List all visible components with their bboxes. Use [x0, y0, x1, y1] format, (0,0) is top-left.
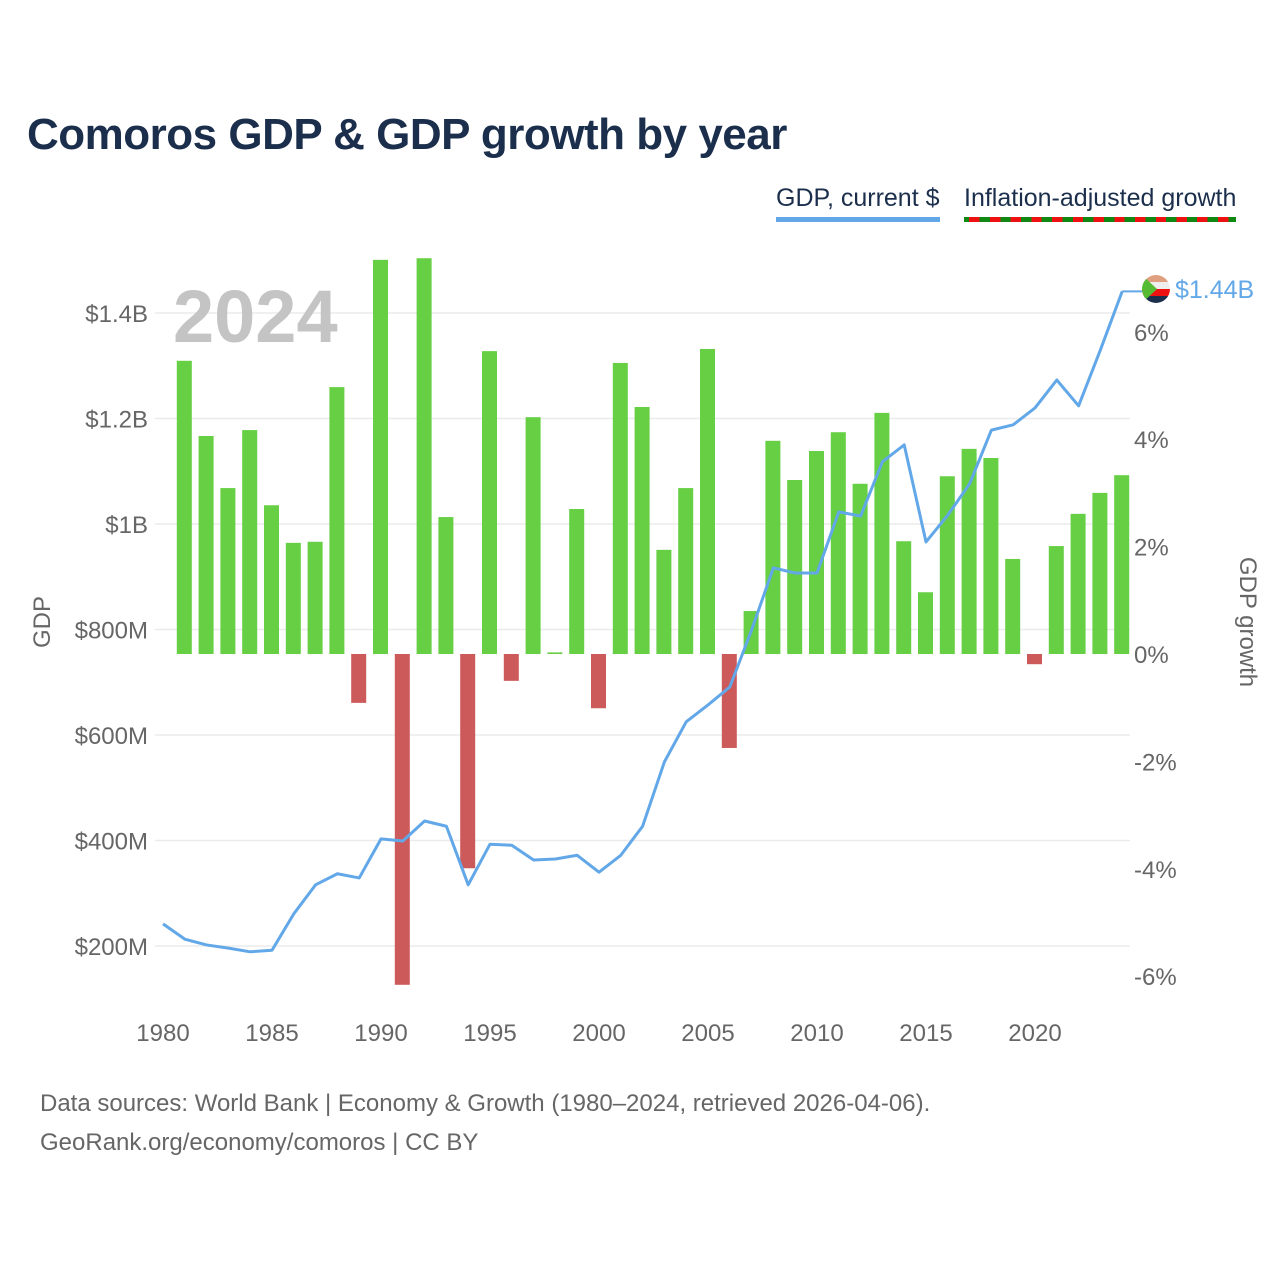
- x-tick-label: 2010: [790, 1020, 843, 1047]
- y-right-tick-label: -2%: [1134, 749, 1177, 776]
- gdp-line: [162, 290, 1124, 954]
- growth-bar: [1114, 475, 1130, 654]
- growth-bar: [896, 541, 912, 654]
- end-value-label: $1.44B: [1175, 276, 1254, 304]
- growth-bar: [198, 435, 214, 654]
- growth-bar: [678, 488, 694, 654]
- growth-bar: [1005, 558, 1021, 654]
- growth-bar: [787, 480, 803, 654]
- y-right-tick-label: 2%: [1134, 535, 1169, 562]
- growth-bar: [307, 541, 323, 654]
- y-left-tick-label: $1.4B: [85, 301, 148, 328]
- y-left-tick-label: $1.2B: [85, 407, 148, 434]
- y-left-tick-label: $600M: [75, 723, 148, 750]
- comoros-flag-icon: [1142, 275, 1170, 303]
- growth-bar: [591, 654, 606, 709]
- growth-bar: [656, 549, 672, 654]
- growth-bar: [765, 440, 781, 654]
- growth-bar: [503, 654, 519, 681]
- x-tick-label: 1990: [354, 1020, 407, 1047]
- legend-growth[interactable]: Inflation-adjusted growth: [964, 184, 1237, 222]
- growth-bar: [285, 542, 301, 654]
- growth-bar: [939, 476, 955, 654]
- y-right-tick-label: 0%: [1134, 642, 1169, 669]
- growth-bar: [460, 654, 476, 869]
- footer-link[interactable]: GeoRank.org/economy/comoros | CC BY: [40, 1129, 479, 1156]
- growth-bar: [874, 412, 890, 654]
- y-right-axis-label: GDP growth: [1234, 557, 1261, 687]
- y-left-tick-label: $800M: [75, 618, 148, 645]
- growth-bar: [438, 517, 454, 654]
- growth-bar: [547, 652, 563, 654]
- growth-bar: [1092, 492, 1108, 654]
- y-right-tick-label: -6%: [1134, 964, 1177, 991]
- growth-bar: [634, 406, 650, 654]
- growth-bar: [700, 348, 715, 654]
- y-left-axis-label: GDP: [29, 596, 56, 648]
- y-left-tick-label: $1B: [105, 512, 148, 539]
- legend-gdp[interactable]: GDP, current $: [776, 184, 940, 222]
- growth-bar: [220, 488, 236, 654]
- y-left-tick-label: $200M: [75, 934, 148, 961]
- growth-bar: [918, 592, 933, 654]
- y-right-tick-label: -4%: [1134, 857, 1177, 884]
- growth-bar: [351, 654, 367, 703]
- growth-bar: [416, 258, 432, 654]
- x-tick-label: 2015: [899, 1020, 952, 1047]
- x-tick-label: 2020: [1008, 1020, 1061, 1047]
- y-right-tick-label: 6%: [1134, 320, 1169, 347]
- growth-bar: [242, 430, 258, 654]
- footer-sources: Data sources: World Bank | Economy & Gro…: [40, 1090, 931, 1117]
- growth-bar: [830, 432, 846, 654]
- x-tick-label: 1995: [463, 1020, 516, 1047]
- growth-bar: [961, 448, 977, 654]
- growth-bar: [373, 259, 388, 654]
- growth-bar: [721, 654, 737, 748]
- growth-bar: [329, 387, 345, 654]
- growth-bar: [612, 362, 628, 654]
- growth-bar: [1070, 513, 1086, 654]
- chart-title: Comoros GDP & GDP growth by year: [27, 110, 787, 159]
- x-tick-label: 2005: [681, 1020, 734, 1047]
- growth-bar: [1048, 546, 1064, 654]
- y-left-tick-label: $400M: [75, 829, 148, 856]
- growth-bar: [852, 483, 868, 654]
- x-tick-label: 1985: [245, 1020, 298, 1047]
- growth-bar: [809, 451, 824, 654]
- growth-bar: [983, 457, 999, 654]
- growth-bar: [525, 417, 541, 654]
- x-tick-label: 2000: [572, 1020, 625, 1047]
- y-right-tick-label: 4%: [1134, 427, 1169, 454]
- growth-bar: [176, 360, 192, 654]
- growth-bar: [482, 351, 497, 654]
- growth-bar: [264, 505, 279, 654]
- year-watermark: 2024: [173, 275, 338, 358]
- growth-bar: [394, 654, 410, 985]
- x-tick-label: 1980: [136, 1020, 189, 1047]
- growth-bar: [569, 509, 585, 654]
- growth-bar: [1027, 654, 1042, 665]
